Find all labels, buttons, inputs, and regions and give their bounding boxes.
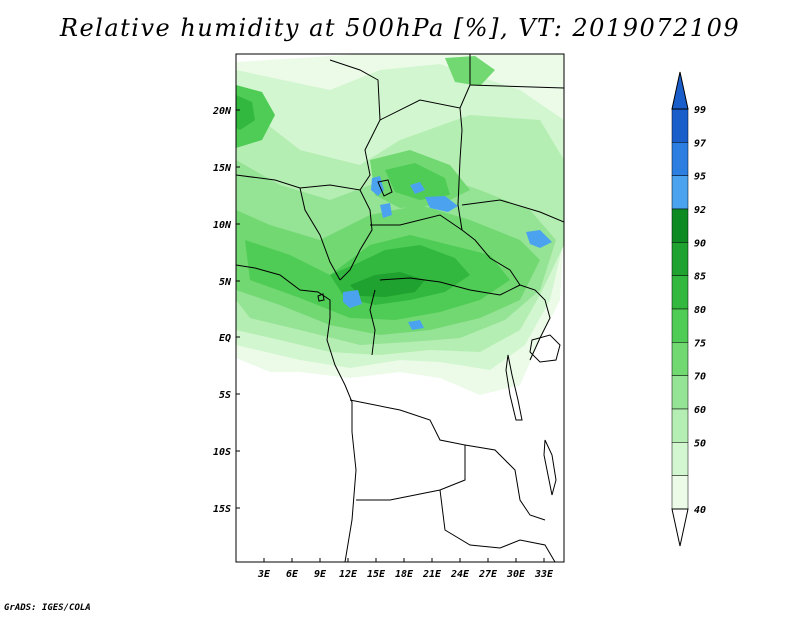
- lat-label: 5N: [219, 277, 232, 288]
- colorbar-segment: [671, 475, 689, 510]
- rh-95-spot: [526, 230, 552, 248]
- colorbar-label: 60: [694, 405, 706, 416]
- lon-label: 18E: [395, 569, 414, 580]
- rh-95-spot: [343, 290, 362, 308]
- lon-label: 27E: [478, 569, 498, 580]
- country-borders: [370, 214, 521, 286]
- colorbar-segment: [671, 142, 689, 176]
- rh-95-spot: [380, 203, 392, 218]
- colorbar-segment: [671, 208, 689, 243]
- lake-chad: [377, 179, 393, 197]
- rh-95-spot: [410, 182, 425, 194]
- coastlines: [236, 54, 564, 562]
- colorbar-segment: [671, 175, 689, 210]
- country-borders: [379, 277, 521, 296]
- colorbar-label: 95: [694, 172, 706, 183]
- colorbar-label: 40: [694, 505, 706, 516]
- colorbar-label: 50: [694, 438, 706, 449]
- lon-label: 33E: [534, 569, 554, 580]
- lake-tanganyika: [505, 354, 523, 421]
- country-borders: [464, 444, 546, 521]
- lon-label: 21E: [422, 569, 442, 580]
- country-borders: [369, 289, 376, 356]
- longitude-axis: 3E 6E 9E 12E 15E 18E 21E 24E 27E 30E 33E: [257, 558, 554, 580]
- colorbar-label: 75: [694, 338, 706, 349]
- latitude-axis: 20N 15N 10N 5N EQ 5S 10S 15S: [212, 106, 240, 515]
- lat-label: EQ: [219, 333, 231, 344]
- lat-label: 10S: [213, 447, 231, 458]
- country-borders: [236, 59, 381, 191]
- plot-title: Relative humidity at 500hPa [%], VT: 201…: [59, 14, 741, 42]
- colorbar-segment: [671, 375, 689, 410]
- lon-label: 6E: [286, 569, 299, 580]
- colorbar-label: 90: [694, 238, 706, 249]
- colorbar-segment: [671, 342, 689, 376]
- rh-95-spot: [408, 320, 424, 330]
- grads-credit: GrADS: IGES/COLA: [4, 603, 91, 613]
- colorbar-segment: [671, 442, 689, 476]
- country-borders: [461, 199, 564, 223]
- lon-label: 15E: [367, 569, 386, 580]
- colorbar-label: 70: [694, 372, 706, 383]
- rh-chad-band-core: [385, 163, 450, 200]
- country-borders: [339, 189, 373, 281]
- rh-north-blob-core: [236, 95, 255, 130]
- colorbar-segment: [671, 275, 689, 310]
- country-borders: [349, 399, 466, 501]
- lon-label: 12E: [339, 569, 358, 580]
- colorbar: 99 97 95 92 90 85 80 75 70 60 50 40: [671, 71, 706, 547]
- colorbar-segment: [671, 408, 689, 443]
- colorbar-segment: [671, 308, 689, 343]
- colorbar-label: 99: [694, 105, 706, 116]
- colorbar-label: 80: [694, 305, 706, 316]
- colorbar-label: 92: [694, 205, 706, 216]
- colorbar-segment: [671, 242, 689, 276]
- colorbar-bottom-arrow: [671, 508, 689, 547]
- gulf-island: [317, 293, 325, 302]
- lat-label: 20N: [212, 106, 232, 117]
- country-borders: [469, 84, 564, 89]
- country-borders: [299, 187, 341, 281]
- colorbar-label: 97: [694, 138, 706, 149]
- colorbar-label: 85: [694, 272, 706, 283]
- rh-95-spot: [425, 196, 458, 212]
- lon-label: 9E: [314, 569, 327, 580]
- lat-label: 15N: [213, 163, 232, 174]
- lat-label: 15S: [213, 504, 231, 515]
- colorbar-segment: [671, 108, 689, 143]
- west-african-coast: [236, 264, 357, 562]
- country-borders: [439, 489, 556, 562]
- lon-label: 3E: [257, 569, 271, 580]
- lat-label: 10N: [213, 220, 232, 231]
- lake-malawi: [543, 439, 557, 496]
- country-borders: [519, 284, 551, 361]
- map-frame: [235, 53, 565, 563]
- colorbar-top-arrow: [671, 71, 689, 110]
- humidity-field: [236, 54, 564, 395]
- lat-label: 5S: [219, 390, 231, 401]
- lon-label: 24E: [450, 569, 470, 580]
- lon-label: 30E: [506, 569, 526, 580]
- lake-victoria: [529, 334, 561, 363]
- country-borders: [379, 99, 463, 231]
